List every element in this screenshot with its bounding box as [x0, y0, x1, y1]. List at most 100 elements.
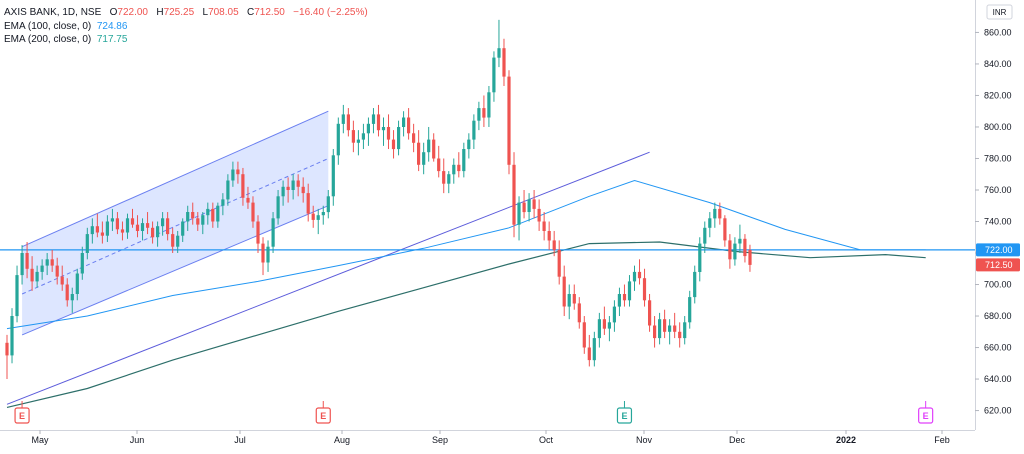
- candle-body: [567, 294, 571, 307]
- candle-body: [437, 158, 441, 172]
- ema100-row[interactable]: EMA (100, close, 0) 724.86: [4, 20, 368, 34]
- time-axis[interactable]: May Jun Jul Aug Sep Oct Nov Dec 2022 Feb: [31, 430, 950, 445]
- earnings-event-marker[interactable]: E: [918, 401, 934, 424]
- candle: [718, 202, 722, 225]
- candle-body: [502, 48, 506, 77]
- candle-body: [10, 316, 14, 356]
- candle-body: [627, 281, 632, 301]
- last-price-tag: 712.50: [976, 258, 1020, 272]
- candle-body: [301, 186, 305, 194]
- event-label: E: [320, 411, 326, 421]
- candle-body: [522, 202, 526, 213]
- candle: [542, 212, 546, 241]
- candle: [281, 180, 285, 206]
- candle: [452, 158, 456, 184]
- candle: [181, 218, 185, 242]
- candle-body: [642, 278, 647, 301]
- candle-body: [151, 227, 155, 238]
- candle-body: [683, 322, 687, 339]
- candle: [381, 117, 386, 146]
- candle-body: [487, 92, 491, 118]
- candle: [437, 145, 441, 178]
- channel-lower-line[interactable]: [21, 205, 329, 336]
- candle-body: [542, 221, 546, 231]
- candle-body: [276, 196, 280, 219]
- candle-body: [632, 271, 637, 282]
- time-tick-label: Nov: [636, 435, 653, 445]
- parallel-channel[interactable]: [21, 110, 329, 336]
- candle: [186, 205, 190, 231]
- earnings-event-marker[interactable]: E: [14, 401, 30, 424]
- last-price-tag-text: 712.50: [985, 260, 1013, 270]
- candle: [201, 212, 205, 235]
- trendline[interactable]: [6, 151, 650, 405]
- candle-body: [386, 127, 391, 140]
- candle-body: [462, 149, 466, 172]
- candle-body: [648, 300, 652, 326]
- candle: [296, 174, 300, 197]
- price-tick-label: 660.00: [984, 343, 1012, 353]
- candle: [146, 212, 150, 235]
- candle: [582, 316, 586, 354]
- price-tick-label: 860.00: [984, 27, 1012, 37]
- candle: [351, 120, 355, 153]
- candle: [55, 257, 59, 285]
- trendline-segment[interactable]: [6, 151, 650, 405]
- candle-body: [201, 215, 205, 225]
- candle: [65, 278, 69, 307]
- ema200-value: 717.75: [96, 34, 128, 45]
- candle-body: [376, 114, 381, 131]
- symbol-label[interactable]: AXIS BANK, 1D, NSE: [4, 7, 102, 18]
- candle: [557, 240, 561, 285]
- price-tick-label: 680.00: [984, 311, 1012, 321]
- change-value: −16.40 (−2.25%): [293, 7, 368, 18]
- candle-body: [432, 139, 436, 159]
- candle: [196, 212, 200, 231]
- candle-body: [407, 117, 411, 134]
- candle: [341, 104, 345, 134]
- candle: [206, 202, 210, 225]
- candle-body: [361, 133, 365, 140]
- candle: [492, 51, 496, 102]
- candle: [743, 234, 747, 263]
- candle-body: [381, 127, 386, 131]
- time-tick-label: Jul: [234, 435, 246, 445]
- chart-legend: AXIS BANK, 1D, NSE O722.00 H725.25 L708.…: [4, 6, 368, 47]
- price-tick-label: 740.00: [984, 217, 1012, 227]
- hline-price-tag-box: [976, 243, 1020, 257]
- candle: [507, 70, 511, 175]
- candle-body: [146, 223, 150, 228]
- event-badge: [14, 407, 30, 424]
- candle: [447, 171, 451, 194]
- candle: [637, 259, 642, 285]
- channel-upper-line[interactable]: [21, 110, 329, 248]
- candle: [733, 237, 737, 266]
- candle-body: [397, 127, 401, 150]
- price-axis[interactable]: 620.00640.00660.00680.00700.00720.00740.…: [975, 27, 1012, 416]
- earnings-event-marker[interactable]: E: [315, 401, 331, 424]
- candle: [221, 193, 225, 216]
- candle: [467, 133, 471, 159]
- candle: [502, 38, 506, 87]
- ema200-row[interactable]: EMA (200, close, 0) 717.75: [4, 33, 368, 47]
- candle: [140, 218, 145, 241]
- candle-body: [171, 234, 175, 247]
- candle: [266, 240, 270, 272]
- earnings-event-marker[interactable]: E: [616, 401, 633, 424]
- candle: [472, 114, 476, 150]
- candle-body: [366, 123, 370, 134]
- candle-body: [251, 202, 255, 222]
- ema200-line: [6, 241, 926, 408]
- candle: [658, 312, 662, 345]
- candle: [346, 108, 350, 137]
- candle: [301, 177, 305, 203]
- candle-body: [703, 227, 707, 244]
- candle: [120, 221, 125, 241]
- candle: [110, 208, 114, 231]
- candle: [477, 101, 481, 131]
- candle-body: [527, 199, 531, 212]
- candle-body: [356, 139, 360, 143]
- candle: [361, 123, 365, 150]
